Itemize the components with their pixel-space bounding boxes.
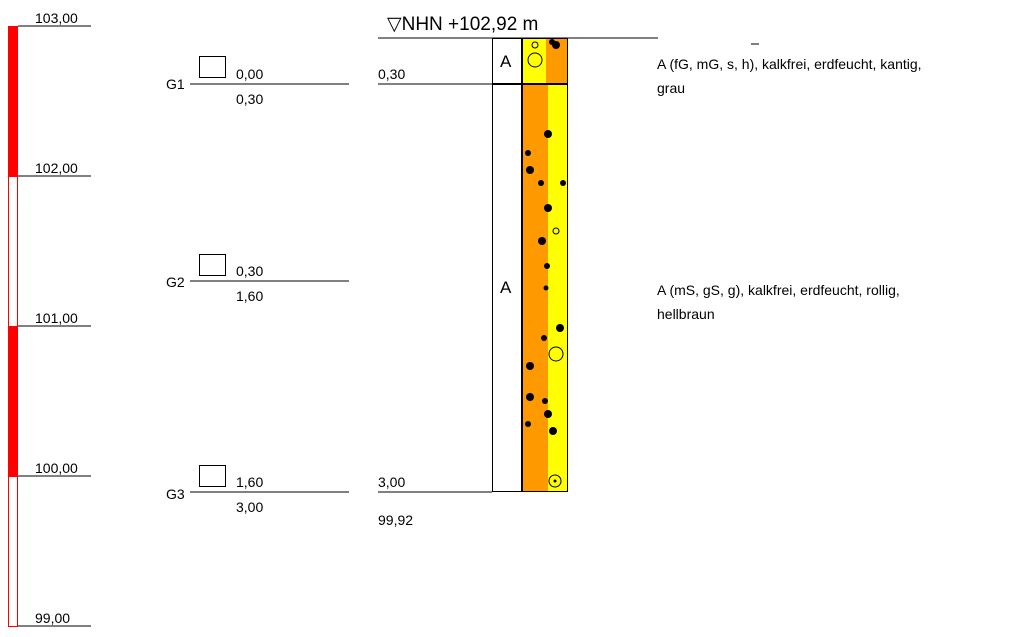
sample-id: G1 [166, 76, 185, 92]
soil-column-frame [522, 38, 568, 492]
elevation-scale: 103,00 102,00 101,00 100,00 99,00 [8, 10, 91, 627]
sample-from: 1,60 [236, 474, 263, 490]
gravel-symbol [538, 180, 544, 186]
gravel-symbol [541, 335, 547, 341]
gravel-symbol [542, 398, 548, 404]
layer-depth-label: 3,00 [378, 474, 405, 490]
layer-1-orange-band [546, 38, 568, 84]
description-line: A (fG, mG, s, h), kalkfrei, erdfeucht, k… [657, 56, 922, 72]
sample-from: 0,30 [236, 263, 263, 279]
gravel-symbol [526, 393, 534, 401]
base-elevation-label: 99,92 [378, 512, 413, 528]
profile-header: ▽NHN +102,92 m [378, 14, 658, 39]
sample-g3: G3 1,60 3,00 3,00 99,92 [166, 465, 492, 528]
description-line: A (mS, gS, g), kalkfrei, erdfeucht, roll… [657, 282, 900, 298]
sample-to: 0,30 [236, 91, 263, 107]
scale-segment-empty [8, 476, 18, 627]
gravel-symbol [544, 204, 552, 212]
gravel-symbol [549, 427, 557, 435]
gravel-symbol [544, 130, 552, 138]
gravel-symbol [548, 474, 562, 488]
gravel-symbol [531, 41, 539, 49]
scale-segment-filled [8, 326, 18, 476]
layer-code: A [500, 52, 512, 71]
sample-id: G2 [166, 274, 185, 290]
sample-box [199, 56, 226, 78]
sample-box [199, 254, 226, 276]
ground-level-label: ▽NHN +102,92 m [387, 14, 538, 35]
description-line: grau [657, 80, 686, 96]
gravel-symbol [552, 41, 560, 49]
sample-g2: G2 0,30 1,60 [166, 254, 349, 304]
gravel-symbol [553, 479, 557, 483]
gravel-symbol [560, 180, 566, 186]
sample-to: 1,60 [236, 288, 263, 304]
layer-description: A (fG, mG, s, h), kalkfrei, erdfeucht, k… [657, 52, 1011, 100]
scale-label: 101,00 [35, 310, 78, 326]
gravel-symbol [548, 346, 564, 362]
gravel-symbol [544, 410, 552, 418]
sample-id: G3 [166, 486, 185, 502]
gravel-symbol [556, 324, 564, 332]
layer-depth-label: 0,30 [378, 66, 405, 82]
scale-segment-empty [8, 176, 18, 327]
scale-label: 103,00 [35, 10, 78, 26]
code-column-frame [492, 38, 522, 492]
gravel-symbol [527, 52, 543, 68]
sample-to: 3,00 [236, 499, 263, 515]
gravel-symbol [538, 237, 546, 245]
gravel-symbol [525, 150, 531, 156]
description-line: hellbraun [657, 306, 715, 322]
gravel-symbol [525, 421, 531, 427]
sample-g1: G1 0,00 0,30 0,30 [166, 56, 492, 107]
scale-label: 100,00 [35, 460, 78, 476]
sample-box [199, 465, 226, 487]
gravel-symbol [544, 263, 550, 269]
scale-label: 102,00 [35, 160, 78, 176]
layer-code: A [500, 278, 512, 297]
layer-description: A (mS, gS, g), kalkfrei, erdfeucht, roll… [657, 278, 1011, 326]
scale-segment-filled [8, 26, 18, 176]
sample-from: 0,00 [236, 66, 263, 82]
gravel-symbol [552, 227, 560, 235]
gravel-symbol [526, 362, 534, 370]
gravel-symbol [543, 285, 549, 291]
scale-label: 99,00 [35, 610, 70, 626]
borehole-column: A A [492, 38, 759, 492]
gravel-symbol [526, 166, 534, 174]
